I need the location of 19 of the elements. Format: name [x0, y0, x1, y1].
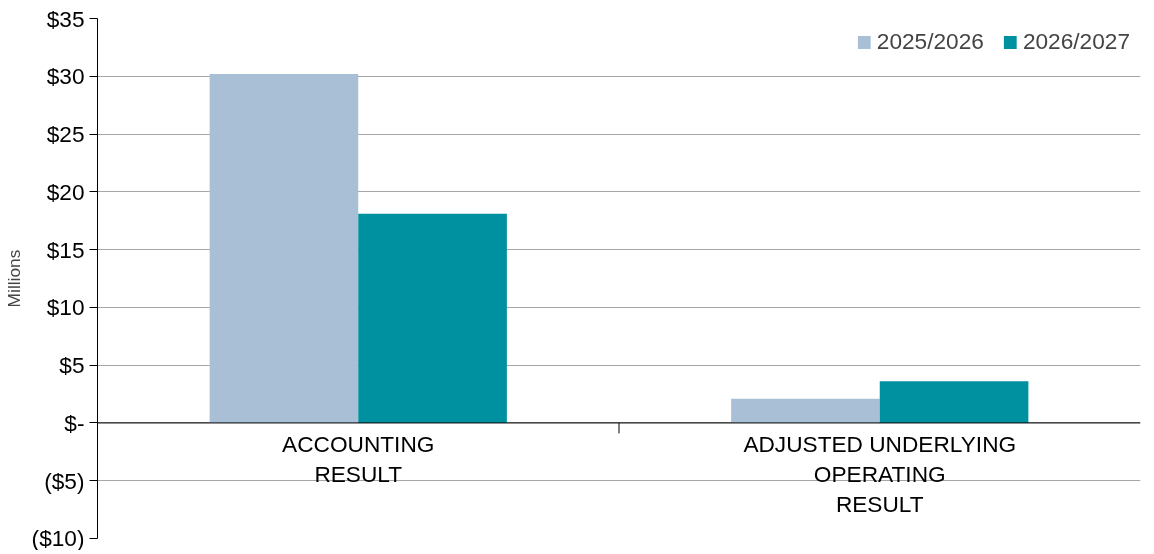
y-tick-label: $20 — [46, 178, 85, 205]
y-axis-title: Millions — [3, 249, 24, 308]
legend-label: 2026/2027 — [1022, 28, 1130, 55]
y-tick-label: $5 — [59, 352, 85, 379]
bar — [731, 398, 880, 423]
y-tick-label: $- — [64, 409, 85, 436]
y-tick-label: ($10) — [31, 524, 85, 551]
y-tick-label: $10 — [46, 294, 85, 321]
bar — [358, 213, 507, 423]
y-tick-label: $25 — [46, 121, 85, 148]
bar — [209, 73, 359, 423]
legend-label: 2025/2026 — [876, 28, 984, 55]
y-tick-label: $15 — [46, 236, 85, 263]
y-tick-label: ($5) — [44, 467, 85, 494]
x-tick-label: ACCOUNTING RESULT — [282, 430, 435, 487]
x-tick-label: ADJUSTED UNDERLYING OPERATING RESULT — [743, 430, 1017, 517]
y-tick-label: $35 — [46, 5, 85, 32]
y-tick-label: $30 — [46, 63, 85, 90]
bar — [879, 381, 1029, 423]
